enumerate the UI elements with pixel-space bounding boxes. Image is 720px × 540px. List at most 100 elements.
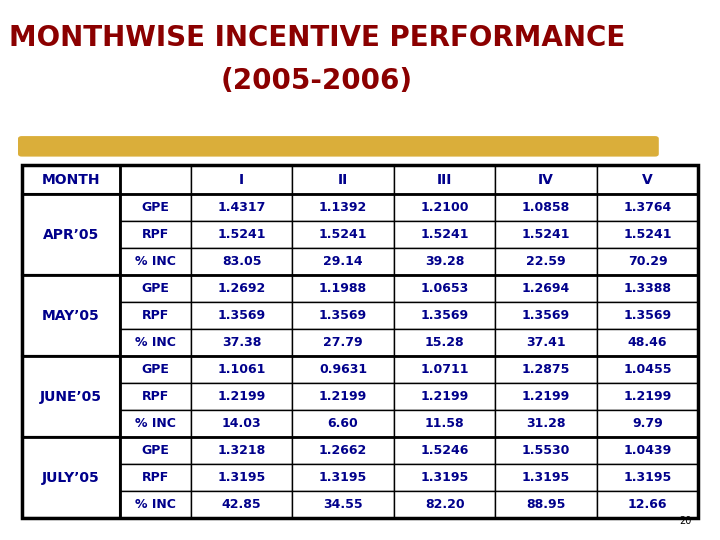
Bar [597,221,698,248]
Text: 11.58: 11.58 [425,417,464,430]
Text: 22.59: 22.59 [526,255,566,268]
Text: % INC: % INC [135,417,176,430]
Text: 1.3764: 1.3764 [624,201,672,214]
Text: 1.5241: 1.5241 [217,228,266,241]
Bar [191,437,292,464]
Text: 1.2199: 1.2199 [420,390,469,403]
Bar [292,464,394,491]
Text: 9.79: 9.79 [632,417,663,430]
Text: I: I [239,173,244,186]
Bar [120,275,191,302]
Bar [495,383,597,410]
Bar [394,165,495,194]
Bar [191,464,292,491]
Text: 37.38: 37.38 [222,336,261,349]
Bar [292,221,394,248]
Bar [191,221,292,248]
Text: 1.3569: 1.3569 [319,309,367,322]
Text: GPE: GPE [141,444,169,457]
Text: 1.3569: 1.3569 [217,309,266,322]
Text: 1.0711: 1.0711 [420,363,469,376]
Bar [495,221,597,248]
Bar [394,221,495,248]
Bar [597,165,698,194]
Text: JULY’05: JULY’05 [42,471,99,485]
Text: JUNE’05: JUNE’05 [40,390,102,404]
Bar [22,165,698,518]
Bar [597,383,698,410]
Text: 48.46: 48.46 [628,336,667,349]
Bar [22,437,120,518]
Text: 1.1392: 1.1392 [319,201,367,214]
Text: APR’05: APR’05 [42,228,99,242]
Text: 1.5241: 1.5241 [522,228,570,241]
Text: MONTH: MONTH [42,173,100,186]
Bar [394,491,495,518]
Text: MONTHWISE INCENTIVE PERFORMANCE: MONTHWISE INCENTIVE PERFORMANCE [9,24,625,52]
Text: 1.3218: 1.3218 [217,444,266,457]
Text: 1.1061: 1.1061 [217,363,266,376]
Text: 1.3195: 1.3195 [420,471,469,484]
Text: 1.2662: 1.2662 [319,444,367,457]
Bar [394,194,495,221]
Text: 1.4317: 1.4317 [217,201,266,214]
Text: RPF: RPF [142,390,169,403]
Text: 1.3195: 1.3195 [217,471,266,484]
FancyBboxPatch shape [18,136,659,157]
Text: 1.2199: 1.2199 [319,390,367,403]
Bar [597,464,698,491]
Text: 20: 20 [679,516,691,526]
Bar [120,410,191,437]
Bar [191,165,292,194]
Text: 1.3569: 1.3569 [420,309,469,322]
Text: 1.1988: 1.1988 [319,282,367,295]
Bar [394,383,495,410]
Bar [191,491,292,518]
Bar [495,491,597,518]
Bar [120,221,191,248]
Text: 6.60: 6.60 [328,417,359,430]
Bar [120,437,191,464]
Text: 1.3195: 1.3195 [319,471,367,484]
Text: 1.5246: 1.5246 [420,444,469,457]
Bar [120,165,191,194]
Text: 1.3569: 1.3569 [522,309,570,322]
Bar [597,302,698,329]
Text: 88.95: 88.95 [526,498,566,511]
Bar [597,410,698,437]
Bar [495,464,597,491]
Bar [292,383,394,410]
Bar [292,165,394,194]
Bar [191,302,292,329]
Text: 34.55: 34.55 [323,498,363,511]
Bar [394,356,495,383]
Bar [191,329,292,356]
Text: RPF: RPF [142,228,169,241]
Bar [394,410,495,437]
Text: 1.5241: 1.5241 [319,228,367,241]
Bar [495,437,597,464]
Text: 1.3195: 1.3195 [624,471,672,484]
Bar [120,491,191,518]
Text: 12.66: 12.66 [628,498,667,511]
Text: V: V [642,173,653,186]
Bar [495,248,597,275]
Bar [22,356,120,437]
Bar [292,275,394,302]
Text: % INC: % INC [135,255,176,268]
Bar [191,383,292,410]
Bar [394,329,495,356]
Bar [22,194,120,275]
Text: 0.9631: 0.9631 [319,363,367,376]
Bar [394,437,495,464]
Text: 39.28: 39.28 [425,255,464,268]
Bar [22,165,120,194]
Bar [495,302,597,329]
Bar [191,410,292,437]
Text: 1.2199: 1.2199 [522,390,570,403]
Bar [120,356,191,383]
Text: 31.28: 31.28 [526,417,566,430]
Text: 15.28: 15.28 [425,336,464,349]
Bar [597,194,698,221]
Text: IV: IV [538,173,554,186]
